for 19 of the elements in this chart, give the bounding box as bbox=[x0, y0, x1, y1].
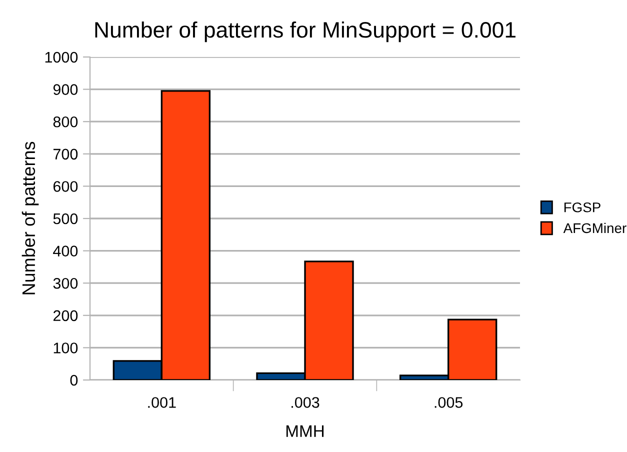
x-tick-label: .005 bbox=[434, 397, 463, 408]
y-tick-label: 100 bbox=[54, 342, 78, 354]
y-tick-label: 300 bbox=[53, 278, 78, 289]
y-tick-label: 200 bbox=[53, 310, 78, 322]
y-tick-label: 400 bbox=[53, 246, 78, 256]
y-tick-label: 0 bbox=[70, 374, 78, 386]
y-tick-label: 700 bbox=[53, 148, 78, 160]
y-tick-label: 600 bbox=[53, 181, 78, 192]
y-tick-label: 1000 bbox=[45, 52, 78, 63]
x-tick-label: .003 bbox=[292, 397, 320, 408]
legend-label: FGSP bbox=[564, 202, 600, 212]
x-tick-label: .001 bbox=[148, 397, 176, 408]
chart-title: Number of patterns for MinSupport = 0.001 bbox=[95, 21, 516, 42]
y-tick-label: 500 bbox=[53, 213, 78, 224]
legend-label: AFGMiner bbox=[563, 222, 626, 234]
y-tick-label: 900 bbox=[53, 84, 78, 95]
x-axis-title: MMH bbox=[286, 425, 324, 437]
y-tick-label: 800 bbox=[53, 116, 78, 128]
y-axis-title: Number of patterns bbox=[22, 142, 39, 294]
